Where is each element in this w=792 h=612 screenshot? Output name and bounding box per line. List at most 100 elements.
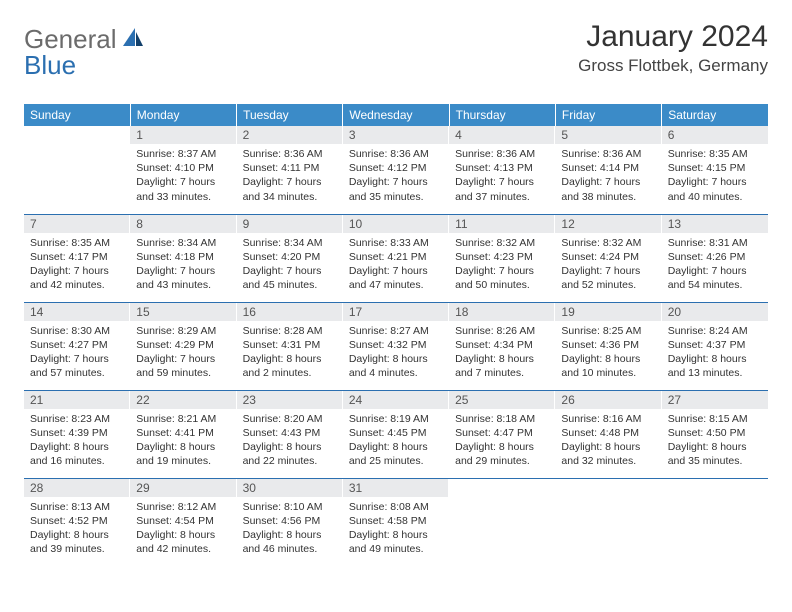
weekday-header: Sunday: [24, 104, 130, 126]
day-line: Sunset: 4:29 PM: [136, 338, 230, 352]
day-line: and 59 minutes.: [136, 366, 230, 380]
day-line: Sunrise: 8:32 AM: [455, 236, 549, 250]
day-number: 15: [130, 303, 236, 321]
day-line: Sunrise: 8:16 AM: [561, 412, 655, 426]
calendar-body: 1Sunrise: 8:37 AMSunset: 4:10 PMDaylight…: [24, 126, 768, 566]
day-line: Sunrise: 8:13 AM: [30, 500, 124, 514]
day-body: Sunrise: 8:23 AMSunset: 4:39 PMDaylight:…: [24, 409, 130, 473]
day-number: 1: [130, 126, 236, 144]
calendar-cell: 1 Sunrise: 8:37 AMSunset: 4:10 PMDaylight…: [130, 126, 236, 214]
calendar-cell: 24Sunrise: 8:19 AMSunset: 4:45 PMDayligh…: [343, 390, 449, 478]
day-line: Sunrise: 8:12 AM: [136, 500, 230, 514]
day-line: and 46 minutes.: [243, 542, 337, 556]
day-line: and 35 minutes.: [349, 190, 443, 204]
day-line: Daylight: 7 hours: [455, 264, 549, 278]
day-line: Daylight: 7 hours: [561, 264, 655, 278]
day-line: Sunrise: 8:34 AM: [243, 236, 337, 250]
day-number: [449, 479, 555, 497]
day-number: 11: [449, 215, 555, 233]
day-line: and 7 minutes.: [455, 366, 549, 380]
day-line: Sunrise: 8:37 AM: [136, 147, 230, 161]
day-line: Sunrise: 8:28 AM: [243, 324, 337, 338]
day-line: Daylight: 7 hours: [243, 175, 337, 189]
day-body: Sunrise: 8:12 AMSunset: 4:54 PMDaylight:…: [130, 497, 236, 561]
day-line: Daylight: 8 hours: [243, 528, 337, 542]
day-line: Sunset: 4:32 PM: [349, 338, 443, 352]
calendar-cell: 16Sunrise: 8:28 AMSunset: 4:31 PMDayligh…: [237, 302, 343, 390]
day-line: and 39 minutes.: [30, 542, 124, 556]
calendar-cell: 19Sunrise: 8:25 AMSunset: 4:36 PMDayligh…: [555, 302, 661, 390]
day-number: 3: [343, 126, 449, 144]
calendar-head: SundayMondayTuesdayWednesdayThursdayFrid…: [24, 104, 768, 126]
day-line: Sunrise: 8:36 AM: [455, 147, 549, 161]
title-block: January 2024 Gross Flottbek, Germany: [578, 20, 768, 76]
day-line: and 40 minutes.: [668, 190, 762, 204]
day-number: 22: [130, 391, 236, 409]
day-line: Sunrise: 8:35 AM: [30, 236, 124, 250]
day-line: Sunset: 4:34 PM: [455, 338, 549, 352]
weekday-header: Thursday: [449, 104, 555, 126]
day-line: and 50 minutes.: [455, 278, 549, 292]
calendar-cell: [662, 478, 768, 566]
day-number: 25: [449, 391, 555, 409]
day-line: Sunset: 4:31 PM: [243, 338, 337, 352]
month-title: January 2024: [578, 20, 768, 54]
weekday-header: Wednesday: [343, 104, 449, 126]
calendar-cell: 28Sunrise: 8:13 AMSunset: 4:52 PMDayligh…: [24, 478, 130, 566]
day-line: Daylight: 8 hours: [243, 440, 337, 454]
day-body: Sunrise: 8:26 AMSunset: 4:34 PMDaylight:…: [449, 321, 555, 385]
day-line: and 2 minutes.: [243, 366, 337, 380]
calendar-cell: 5Sunrise: 8:36 AMSunset: 4:14 PMDaylight…: [555, 126, 661, 214]
day-line: Sunset: 4:45 PM: [349, 426, 443, 440]
day-body: Sunrise: 8:19 AMSunset: 4:45 PMDaylight:…: [343, 409, 449, 473]
day-body: Sunrise: 8:32 AMSunset: 4:24 PMDaylight:…: [555, 233, 661, 297]
day-line: Daylight: 7 hours: [243, 264, 337, 278]
day-body: Sunrise: 8:29 AMSunset: 4:29 PMDaylight:…: [130, 321, 236, 385]
calendar-cell: 7Sunrise: 8:35 AMSunset: 4:17 PMDaylight…: [24, 214, 130, 302]
calendar-cell: 25Sunrise: 8:18 AMSunset: 4:47 PMDayligh…: [449, 390, 555, 478]
calendar-row: 21Sunrise: 8:23 AMSunset: 4:39 PMDayligh…: [24, 390, 768, 478]
day-line: Sunset: 4:39 PM: [30, 426, 124, 440]
day-line: Sunrise: 8:31 AM: [668, 236, 762, 250]
day-line: Sunset: 4:21 PM: [349, 250, 443, 264]
calendar-cell: [449, 478, 555, 566]
day-number: [555, 479, 661, 497]
calendar-table: SundayMondayTuesdayWednesdayThursdayFrid…: [24, 104, 768, 566]
day-number: 30: [237, 479, 343, 497]
day-body: Sunrise: 8:36 AMSunset: 4:12 PMDaylight:…: [343, 144, 449, 208]
day-body: Sunrise: 8:16 AMSunset: 4:48 PMDaylight:…: [555, 409, 661, 473]
day-line: Daylight: 8 hours: [136, 440, 230, 454]
calendar-cell: [24, 126, 130, 214]
day-body: [662, 497, 768, 504]
day-line: Sunrise: 8:19 AM: [349, 412, 443, 426]
day-body: Sunrise: 8:28 AMSunset: 4:31 PMDaylight:…: [237, 321, 343, 385]
day-line: Sunset: 4:10 PM: [136, 161, 230, 175]
day-line: and 34 minutes.: [243, 190, 337, 204]
day-number: [662, 479, 768, 497]
calendar-cell: 10Sunrise: 8:33 AMSunset: 4:21 PMDayligh…: [343, 214, 449, 302]
day-number: 24: [343, 391, 449, 409]
day-line: Daylight: 8 hours: [668, 440, 762, 454]
day-line: Daylight: 8 hours: [136, 528, 230, 542]
day-line: and 52 minutes.: [561, 278, 655, 292]
calendar-cell: 2Sunrise: 8:36 AMSunset: 4:11 PMDaylight…: [237, 126, 343, 214]
day-line: Daylight: 7 hours: [30, 264, 124, 278]
day-line: Daylight: 7 hours: [136, 175, 230, 189]
day-body: Sunrise: 8:27 AMSunset: 4:32 PMDaylight:…: [343, 321, 449, 385]
day-number: 8: [130, 215, 236, 233]
day-number: 31: [343, 479, 449, 497]
calendar-cell: 23Sunrise: 8:20 AMSunset: 4:43 PMDayligh…: [237, 390, 343, 478]
calendar-cell: 30Sunrise: 8:10 AMSunset: 4:56 PMDayligh…: [237, 478, 343, 566]
day-line: Daylight: 8 hours: [349, 528, 443, 542]
day-line: Sunset: 4:43 PM: [243, 426, 337, 440]
header: General January 2024 Gross Flottbek, Ger…: [24, 20, 768, 76]
calendar-row: 7Sunrise: 8:35 AMSunset: 4:17 PMDaylight…: [24, 214, 768, 302]
day-number: 4: [449, 126, 555, 144]
day-line: Sunrise: 8:27 AM: [349, 324, 443, 338]
day-line: and 49 minutes.: [349, 542, 443, 556]
day-line: Sunset: 4:17 PM: [30, 250, 124, 264]
day-line: Sunset: 4:11 PM: [243, 161, 337, 175]
day-number: 16: [237, 303, 343, 321]
day-line: Sunset: 4:13 PM: [455, 161, 549, 175]
day-line: Sunset: 4:41 PM: [136, 426, 230, 440]
